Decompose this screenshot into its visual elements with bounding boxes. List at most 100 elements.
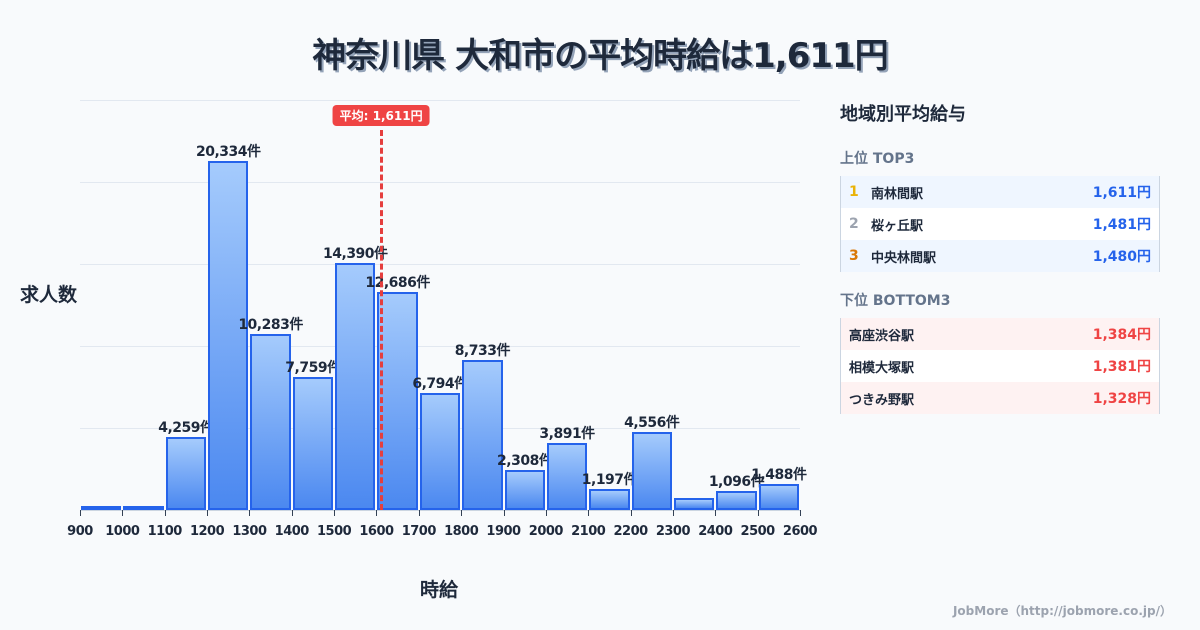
histogram-bar (123, 506, 164, 510)
x-tick-label: 2200 (613, 524, 648, 539)
x-tick-label: 1100 (147, 524, 183, 539)
average-badge: 平均: 1,611円 (332, 105, 430, 126)
rank-number: 3 (849, 248, 859, 264)
station-wage: 1,481円 (1092, 217, 1151, 233)
x-tick-label: 1400 (274, 524, 310, 539)
x-tick (503, 510, 505, 516)
x-tick-label: 1000 (105, 524, 140, 539)
list-item: 3 中央林間駅 1,480円 (841, 240, 1159, 272)
gridline (80, 264, 800, 265)
x-tick (122, 510, 124, 516)
x-tick (461, 510, 463, 516)
x-tick (249, 510, 251, 516)
bar-value-label: 20,334件 (195, 144, 261, 161)
histogram-bar (292, 376, 334, 510)
station-wage: 1,381円 (1092, 359, 1151, 375)
rank-number: 2 (849, 216, 859, 232)
top-section-title: 上位 TOP3 (840, 151, 915, 167)
bar-value-label: 4,556件 (624, 414, 680, 431)
x-tick (800, 510, 801, 516)
x-tick (672, 510, 674, 516)
station-name: 相模大塚駅 (849, 360, 915, 376)
station-wage: 1,384円 (1092, 327, 1151, 343)
station-wage: 1,480円 (1092, 249, 1151, 265)
histogram-bar (377, 292, 418, 510)
histogram-bar (631, 431, 672, 510)
list-item: 1 南林間駅 1,611円 (841, 176, 1159, 208)
histogram-bar (758, 484, 799, 510)
bar-value-label: 8,733件 (454, 343, 511, 360)
station-name: 中央林間駅 (871, 250, 937, 266)
histogram-bar (462, 360, 503, 510)
histogram-bar (208, 161, 249, 510)
x-tick (418, 510, 420, 516)
x-tick-label: 1500 (317, 524, 352, 539)
x-tick-label: 2600 (782, 524, 818, 539)
x-axis-label: 時給 (420, 579, 459, 601)
average-line (380, 130, 384, 510)
x-tick (630, 510, 632, 516)
x-tick-label: 2000 (528, 524, 564, 539)
x-tick-label: 1300 (232, 524, 267, 539)
bar-value-label: 1,096件 (708, 474, 765, 491)
x-tick (207, 510, 209, 516)
station-name: 高座渋谷駅 (849, 328, 915, 344)
y-axis-label: 求人数 (20, 284, 78, 306)
histogram-plot: 4,259件 20,334件 10,283件 7,759件 14,390件 12,686件… (67, 100, 818, 539)
x-tick-label: 900 (67, 524, 93, 539)
x-axis-line (80, 510, 800, 511)
histogram-bar (250, 333, 291, 510)
histogram-bar (335, 263, 376, 510)
x-tick (715, 510, 717, 516)
histogram-bar (716, 491, 757, 510)
bar-value-label: 12,686件 (365, 275, 430, 292)
rank-number: 1 (849, 184, 859, 200)
x-tick (545, 510, 547, 516)
page-title: 神奈川県 大和市の平均時給は1,611円 (312, 36, 888, 76)
bar-value-label: 4,259件 (158, 419, 214, 436)
station-wage: 1,611円 (1092, 185, 1151, 201)
footer-credit: JobMore（http://jobmore.co.jp/） (952, 604, 1172, 618)
x-tick (334, 510, 336, 516)
x-tick (80, 510, 81, 516)
x-tick (757, 510, 759, 516)
histogram-bar (589, 489, 630, 510)
histogram-bar (504, 470, 545, 510)
x-tick-label: 1700 (401, 524, 437, 539)
list-item: 相模大塚駅 1,381円 (841, 350, 1159, 382)
x-tick (164, 510, 166, 516)
x-tick-label: 2100 (571, 524, 606, 539)
list-item: 高座渋谷駅 1,384円 (841, 318, 1159, 350)
regional-salary-panel: 地域別平均給与 上位 TOP3 1 南林間駅 1,611円 2 桜ヶ丘駅 1,4… (840, 100, 1165, 414)
bar-value-label: 1,197件 (581, 472, 638, 489)
bottom-section-title: 下位 BOTTOM3 (840, 293, 951, 309)
x-tick-label: 1200 (189, 524, 225, 539)
histogram-bar (165, 436, 207, 510)
bar-value-label: 10,283件 (238, 316, 303, 333)
bar-value-label: 14,390件 (323, 246, 388, 263)
bottom-ranking-list: 高座渋谷駅 1,384円 相模大塚駅 1,381円 つきみ野駅 1,328円 (840, 318, 1160, 414)
histogram-bar (419, 393, 461, 510)
histogram-bar (81, 506, 122, 510)
gridline (80, 346, 800, 347)
top-ranking-list: 1 南林間駅 1,611円 2 桜ヶ丘駅 1,481円 3 中央林間駅 1,48… (840, 176, 1160, 272)
bar-value-label: 7,759件 (285, 359, 341, 376)
station-name: 南林間駅 (871, 186, 924, 202)
x-tick-label: 1800 (444, 524, 479, 539)
panel-title: 地域別平均給与 (840, 104, 966, 125)
histogram-bar (546, 443, 588, 510)
histogram-bar (673, 498, 715, 510)
list-item: つきみ野駅 1,328円 (841, 382, 1159, 414)
station-name: つきみ野駅 (849, 392, 915, 408)
x-tick (291, 510, 293, 516)
station-name: 桜ヶ丘駅 (871, 218, 924, 234)
bar-value-label: 2,308件 (497, 453, 553, 470)
x-tick-label: 1900 (486, 524, 521, 539)
x-tick (376, 510, 378, 516)
x-tick-label: 2400 (698, 524, 733, 539)
station-wage: 1,328円 (1092, 391, 1151, 407)
x-tick-label: 2500 (740, 524, 776, 539)
x-tick-label: 2300 (655, 524, 691, 539)
x-tick-label: 1600 (359, 524, 394, 539)
bar-value-label: 6,794件 (412, 376, 468, 393)
